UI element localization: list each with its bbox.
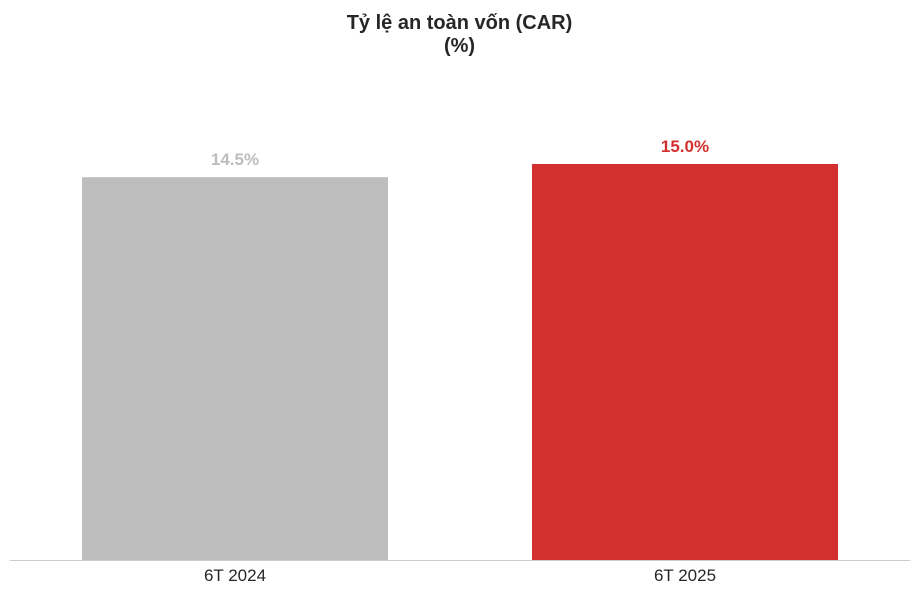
bar-1 (82, 177, 388, 560)
chart-title: Tỷ lệ an toàn vốn (CAR) (346, 12, 573, 34)
chart-subtitle: (%) (443, 35, 476, 57)
x-tick-label-2: 6T 2025 (654, 566, 716, 585)
data-label-2: 15.0% (661, 137, 709, 156)
bar-2 (532, 164, 838, 560)
x-tick-label-1: 6T 2024 (204, 566, 266, 585)
chart-title-block: Tỷ lệ an toàn vốn (CAR) (%) (0, 12, 919, 58)
data-label-1: 14.5% (211, 150, 259, 169)
